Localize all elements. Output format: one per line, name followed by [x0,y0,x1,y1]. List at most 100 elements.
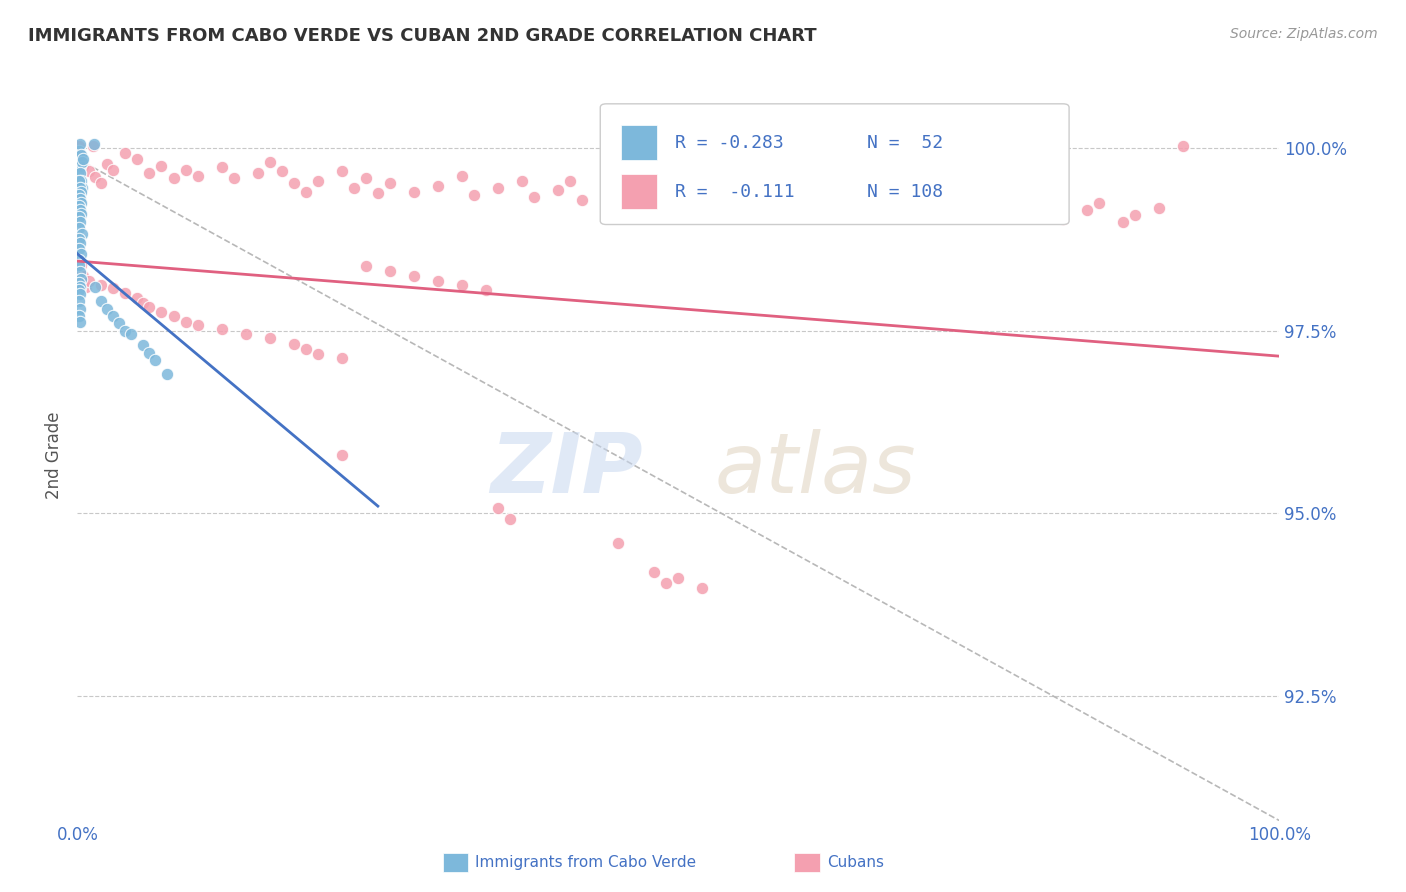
Point [668,194,690,208]
Point [283,336,305,351]
Point [883,194,905,208]
Point [138,300,160,314]
Point [67,242,90,256]
Point [83,137,105,152]
Point [378,176,401,190]
Bar [620,125,657,161]
Point [90,176,112,190]
Point [859,201,882,215]
Point [1076,202,1098,217]
Point [69,265,91,279]
Point [103,281,125,295]
Point [69,192,91,206]
Point [70,227,93,241]
Text: Immigrants from Cabo Verde: Immigrants from Cabo Verde [475,855,696,870]
Point [67,294,90,309]
Point [67,211,90,225]
Point [1173,138,1195,153]
Point [150,159,173,173]
Point [67,309,90,323]
Point [451,169,474,183]
Point [138,166,160,180]
Point [643,202,665,217]
Point [307,174,329,188]
Point [90,294,112,309]
Point [848,181,870,195]
Point [69,159,91,173]
Point [378,263,401,277]
Point [132,295,155,310]
Point [145,352,167,367]
Point [82,138,104,153]
Point [186,318,209,332]
Point [70,174,93,188]
Text: R =  -0.111: R = -0.111 [675,183,794,201]
Point [67,155,90,169]
Point [932,205,955,219]
Point [174,315,197,329]
Point [162,309,184,323]
Point [222,171,245,186]
Point [70,272,93,286]
Point [69,202,91,217]
Point [668,571,690,585]
Point [1112,215,1135,229]
Point [294,342,316,356]
Point [103,162,125,177]
Point [70,185,93,199]
Point [523,190,546,204]
Y-axis label: 2nd Grade: 2nd Grade [45,411,63,499]
Point [186,169,209,183]
Point [330,164,353,178]
Point [655,576,678,591]
Point [643,565,665,579]
Point [343,181,366,195]
Text: ZIP: ZIP [489,429,643,510]
Point [1052,212,1074,227]
Point [259,331,281,345]
Point [692,188,714,202]
Text: atlas: atlas [714,429,917,510]
Point [69,166,91,180]
Point [162,171,184,186]
Point [1149,201,1171,215]
Point [69,265,91,279]
Point [67,188,90,202]
Point [69,137,91,152]
Point [463,188,485,202]
Point [354,259,377,273]
Point [1088,195,1111,210]
Point [70,155,93,169]
Point [270,164,292,178]
Point [90,278,112,293]
Point [67,138,90,153]
Point [354,171,377,186]
Point [67,145,90,160]
Point [235,327,257,342]
Point [560,174,582,188]
Point [703,208,725,222]
Point [84,279,107,293]
Point [787,186,810,200]
Point [127,152,149,166]
Point [367,186,389,200]
Point [330,448,353,462]
FancyBboxPatch shape [600,103,1069,225]
Point [67,199,90,213]
Point [246,166,269,180]
Point [70,206,93,220]
Point [67,221,90,235]
Point [692,581,714,595]
Point [211,322,233,336]
Point [943,195,966,210]
Point [79,164,101,178]
Point [69,287,91,301]
Point [499,512,522,526]
Point [571,194,593,208]
Point [294,185,316,199]
Point [67,284,90,298]
Point [70,258,93,272]
Text: N = 108: N = 108 [868,183,943,201]
Point [763,211,786,225]
Point [967,188,990,202]
